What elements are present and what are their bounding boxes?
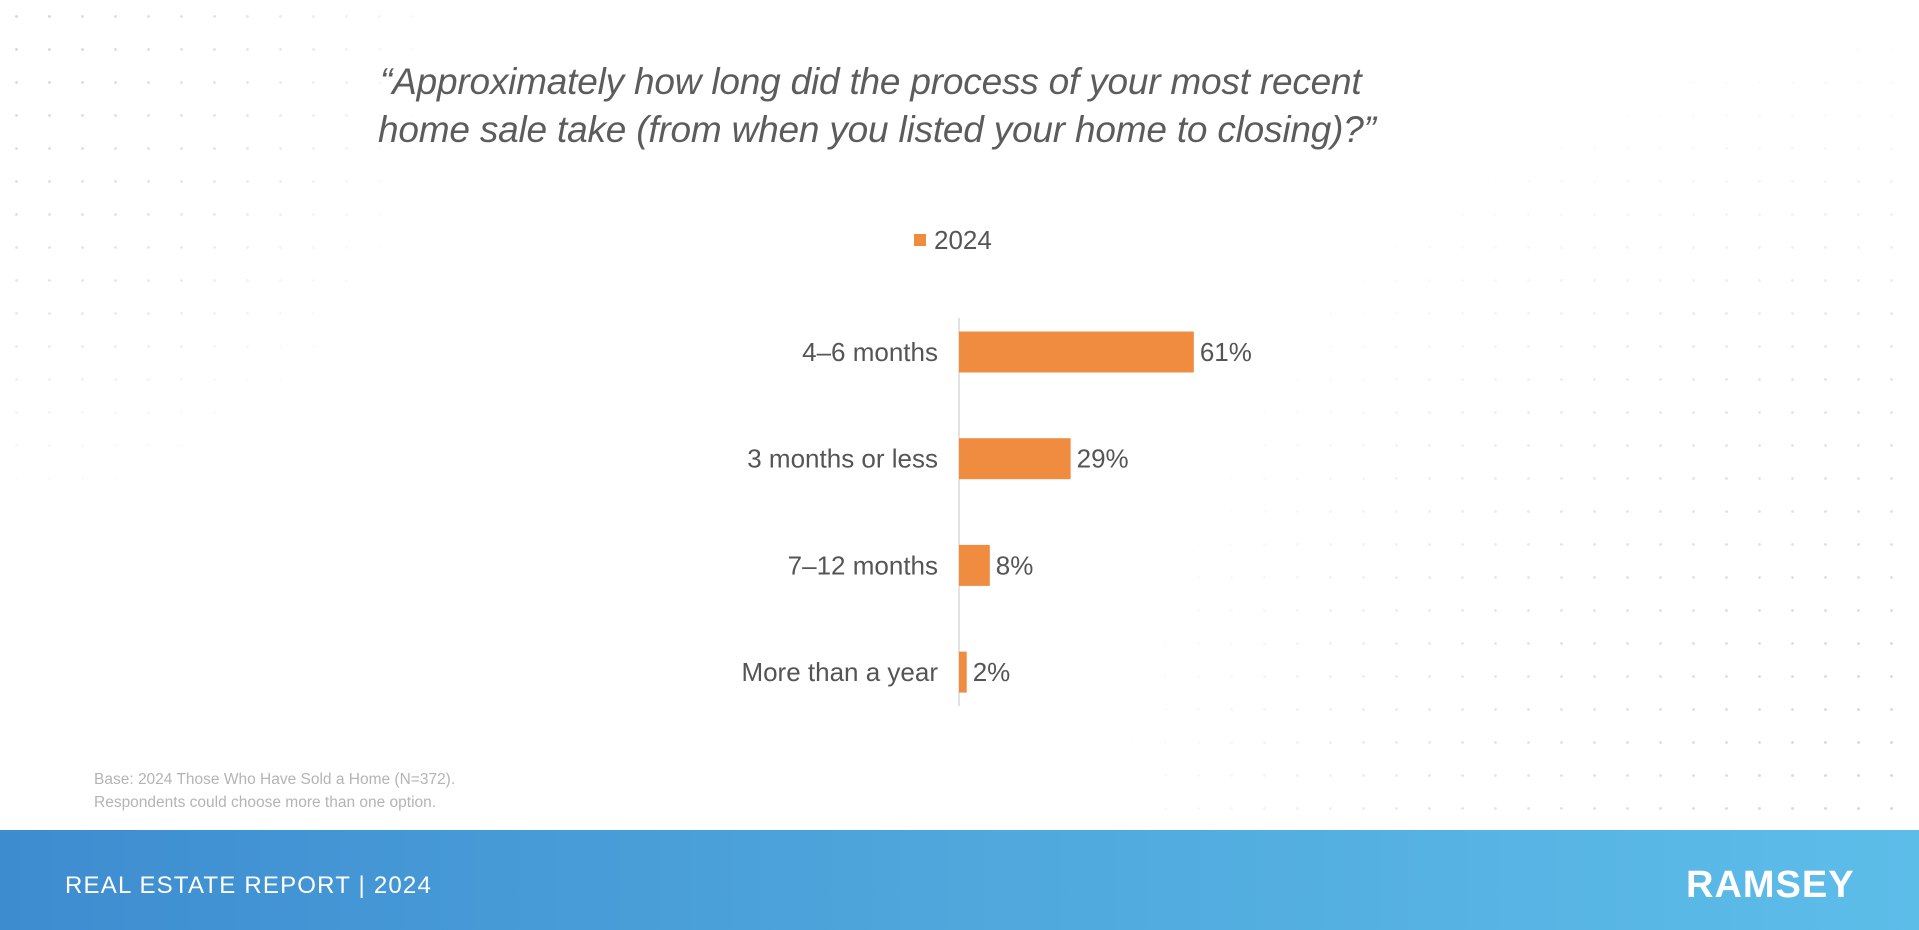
chart-bars: 4–6 months 61% 3 months or less 29% 7–12 mon… (741, 331, 1252, 693)
chart-legend: 2024 (914, 222, 992, 258)
bar-chart: 4–6 months 61% 3 months or less 29% 7–12 mon… (741, 318, 1252, 706)
chart-title-line-2: home sale take (from when you listed you… (378, 109, 1376, 150)
footnote-line-1: Base: 2024 Those Who Have Sold a Home (N… (94, 771, 456, 788)
bar-3 (959, 544, 990, 586)
report-label: REAL ESTATE REPORT | 2024 (65, 872, 433, 899)
footnote-line-2: Respondents could choose more than one o… (94, 794, 437, 811)
value-label-2: 29% (1077, 444, 1129, 474)
chart-title-line-1: “Approximately how long did the process … (380, 61, 1362, 102)
legend-swatch (914, 234, 926, 246)
category-label-1: 4–6 months (802, 337, 938, 367)
value-label-3: 8% (996, 550, 1034, 580)
category-label-4: More than a year (741, 657, 938, 687)
value-label-1: 61% (1200, 337, 1252, 367)
bar-2 (959, 438, 1071, 480)
chart-title: “Approximately how long did the process … (378, 58, 1580, 154)
category-label-3: 7–12 months (788, 550, 938, 580)
value-label-4: 2% (973, 657, 1011, 687)
brand-logo: RAMSEY (1686, 864, 1855, 906)
bar-1 (959, 331, 1194, 373)
category-label-2: 3 months or less (747, 444, 938, 474)
bar-4 (959, 651, 967, 693)
footer-banner (0, 830, 1919, 930)
legend-label: 2024 (934, 224, 992, 255)
footnote: Base: 2024 Those Who Have Sold a Home (N… (94, 768, 455, 814)
